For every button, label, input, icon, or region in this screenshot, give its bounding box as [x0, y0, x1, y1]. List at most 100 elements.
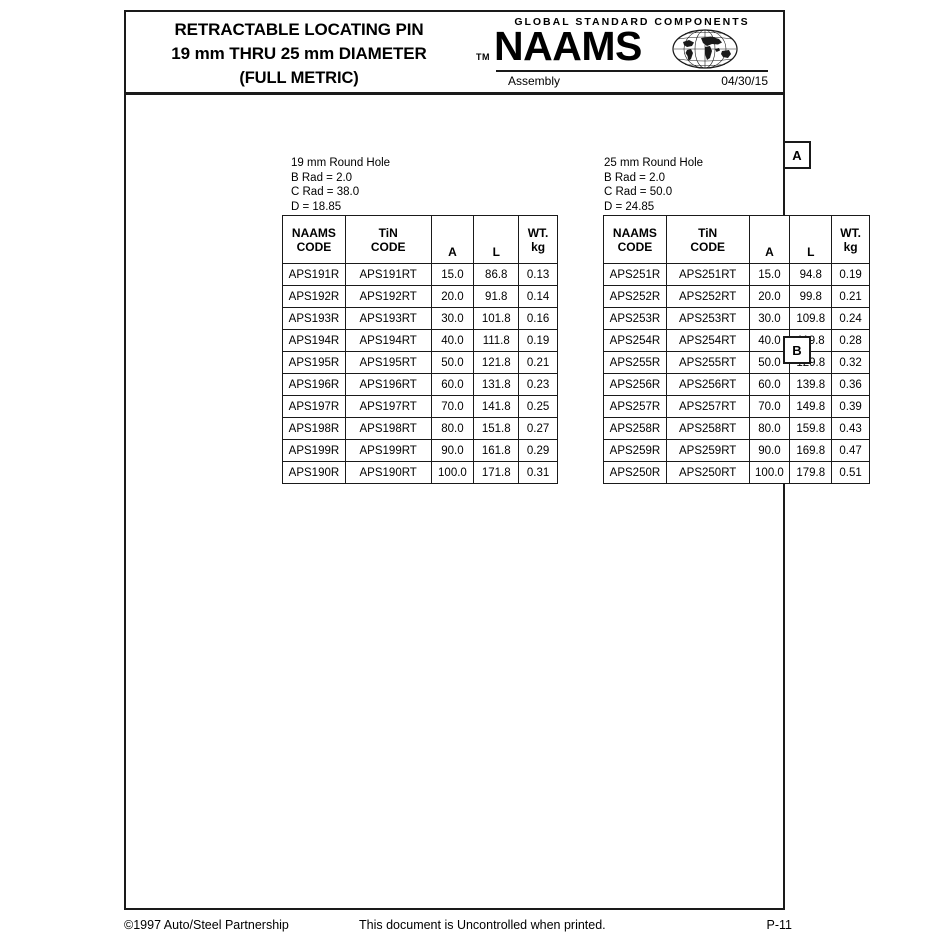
cell-naams-code: APS194R: [282, 329, 346, 352]
table-row: APS250R APS250RT 100.0 179.8 0.51: [603, 461, 870, 484]
cell-tin-code: APS257RT: [665, 395, 750, 418]
table-header-row: NAAMS CODE TiN CODE A L WT. kg: [603, 215, 870, 264]
spec-block-25mm: 25 mm Round Hole B Rad = 2.0 C Rad = 50.…: [604, 156, 703, 214]
cell-tin-code: APS195RT: [344, 351, 432, 374]
spec-line-b-rad: B Rad = 2.0: [604, 171, 666, 184]
part-table-25mm: NAAMS CODE TiN CODE A L WT. kg APS251R AP…: [603, 215, 870, 484]
table-row: APS259R APS259RT 90.0 169.8 0.47: [603, 439, 870, 462]
cell-l: 159.8: [789, 417, 833, 440]
cell-weight: 0.43: [831, 417, 870, 440]
col-header-l: L: [473, 215, 520, 264]
cell-weight: 0.31: [518, 461, 558, 484]
cell-a: 15.0: [748, 263, 791, 286]
cell-naams-code: APS191R: [282, 263, 346, 286]
cell-tin-code: APS253RT: [665, 307, 750, 330]
cell-a: 30.0: [430, 307, 475, 330]
cell-a: 20.0: [430, 285, 475, 308]
brand-wordmark: NAAMS: [494, 23, 642, 69]
sheet-date-label: 04/30/15: [721, 74, 768, 88]
table-header-row: NAAMS CODE TiN CODE A L WT. kg: [282, 215, 558, 264]
cell-weight: 0.51: [831, 461, 870, 484]
col-header-a: A: [430, 215, 475, 264]
sheet-title-block: RETRACTABLE LOCATING PIN 19 mm THRU 25 m…: [126, 12, 783, 95]
cell-naams-code: APS255R: [603, 351, 667, 374]
cell-naams-code: APS256R: [603, 373, 667, 396]
cell-naams-code: APS252R: [603, 285, 667, 308]
cell-l: 179.8: [789, 461, 833, 484]
cell-tin-code: APS251RT: [665, 263, 750, 286]
cell-a: 70.0: [748, 395, 791, 418]
cell-a: 50.0: [430, 351, 475, 374]
sheet-category-label: Assembly: [508, 74, 561, 88]
cell-tin-code: APS191RT: [344, 263, 432, 286]
spec-line-d: D = 24.85: [604, 200, 655, 213]
cell-tin-code: APS197RT: [344, 395, 432, 418]
cell-naams-code: APS199R: [282, 439, 346, 462]
cell-a: 60.0: [748, 373, 791, 396]
cell-tin-code: APS258RT: [665, 417, 750, 440]
zone-marker-b: B: [783, 336, 811, 364]
globe-icon: [672, 29, 738, 69]
cell-a: 60.0: [430, 373, 475, 396]
cell-tin-code: APS193RT: [344, 307, 432, 330]
spec-line-c-rad: C Rad = 38.0: [291, 186, 360, 199]
cell-weight: 0.23: [518, 373, 558, 396]
table-body: APS191R APS191RT 15.0 86.8 0.13 APS192R APS192…: [282, 263, 558, 484]
cell-a: 80.0: [430, 417, 475, 440]
cell-a: 100.0: [430, 461, 475, 484]
zone-marker-a: A: [783, 141, 811, 169]
cell-l: 99.8: [789, 285, 833, 308]
cell-weight: 0.19: [518, 329, 558, 352]
cell-a: 40.0: [430, 329, 475, 352]
footer-copyright: ©1997 Auto/Steel Partnership: [124, 918, 289, 932]
cell-l: 149.8: [789, 395, 833, 418]
cell-naams-code: APS192R: [282, 285, 346, 308]
footer-page-number: P-11: [766, 918, 792, 932]
spec-line-c-rad: C Rad = 50.0: [604, 186, 673, 199]
spec-line-hole: 19 mm Round Hole: [291, 157, 391, 169]
table-row: APS253R APS253RT 30.0 109.8 0.24: [603, 307, 870, 330]
col-header-tin-code: TiN CODE: [665, 215, 750, 264]
cell-tin-code: APS255RT: [665, 351, 750, 374]
table-row: APS257R APS257RT 70.0 149.8 0.39: [603, 395, 870, 418]
cell-a: 90.0: [748, 439, 791, 462]
cell-a: 70.0: [430, 395, 475, 418]
cell-weight: 0.36: [831, 373, 870, 396]
col-header-tin-code: TiN CODE: [344, 215, 432, 264]
spec-line-d: D = 18.85: [291, 200, 342, 213]
sheet-footer: ©1997 Auto/Steel Partnership This docume…: [124, 918, 824, 936]
cell-tin-code: APS254RT: [665, 329, 750, 352]
table-row: APS199R APS199RT 90.0 161.8 0.29: [282, 439, 558, 462]
table-row: APS252R APS252RT 20.0 99.8 0.21: [603, 285, 870, 308]
col-header-weight: WT. kg: [518, 215, 558, 264]
cell-tin-code: APS190RT: [344, 461, 432, 484]
cell-weight: 0.25: [518, 395, 558, 418]
part-table-19mm: NAAMS CODE TiN CODE A L WT. kg APS191R AP…: [282, 215, 558, 484]
cell-tin-code: APS259RT: [665, 439, 750, 462]
cell-tin-code: APS192RT: [344, 285, 432, 308]
cell-weight: 0.29: [518, 439, 558, 462]
cell-a: 50.0: [748, 351, 791, 374]
table-row: APS192R APS192RT 20.0 91.8 0.14: [282, 285, 558, 308]
naams-logo-block: GLOBAL STANDARD COMPONENTS TM NAAMS: [474, 16, 774, 92]
cell-a: 20.0: [748, 285, 791, 308]
cell-l: 161.8: [473, 439, 520, 462]
cell-naams-code: APS196R: [282, 373, 346, 396]
spec-line-b-rad: B Rad = 2.0: [291, 171, 353, 184]
cell-l: 111.8: [473, 329, 520, 352]
cell-tin-code: APS196RT: [344, 373, 432, 396]
logo-divider-rule: [496, 70, 768, 72]
cell-l: 141.8: [473, 395, 520, 418]
col-header-l: L: [789, 215, 833, 264]
title-line-3: (FULL METRIC): [239, 69, 359, 87]
cell-weight: 0.13: [518, 263, 558, 286]
cell-weight: 0.19: [831, 263, 870, 286]
cell-weight: 0.21: [831, 285, 870, 308]
cell-tin-code: APS199RT: [344, 439, 432, 462]
cell-tin-code: APS256RT: [665, 373, 750, 396]
cell-l: 151.8: [473, 417, 520, 440]
cell-weight: 0.21: [518, 351, 558, 374]
cell-weight: 0.32: [831, 351, 870, 374]
